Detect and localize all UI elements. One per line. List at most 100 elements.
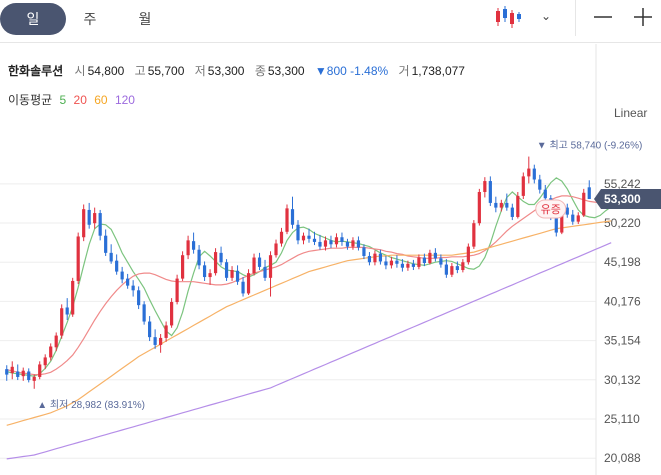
tab-monthly[interactable]: 월 (138, 11, 152, 27)
candle-body (93, 213, 97, 224)
low-label: 저 (194, 64, 206, 78)
candle-body (395, 260, 399, 264)
candle-body (521, 176, 525, 196)
candle-body (120, 271, 124, 280)
ma-20-legend: 20 (73, 93, 87, 107)
chevron-down-icon[interactable]: ⌄ (540, 9, 552, 23)
tab-weekly[interactable]: 주 (83, 11, 97, 27)
candle-body (329, 240, 333, 245)
candle-body (532, 168, 536, 180)
candle-body (98, 213, 102, 236)
candle-body (516, 195, 520, 217)
candle-body (301, 235, 306, 241)
candle-body (27, 371, 31, 381)
candle-body (54, 335, 58, 348)
candle-body (345, 241, 350, 247)
candle-body (10, 366, 14, 374)
y-tick-label: 20,088 (604, 451, 641, 465)
candle-body (499, 202, 503, 208)
candle-body (444, 264, 448, 275)
candle-body (241, 281, 245, 294)
toolbar-divider (575, 0, 576, 36)
candle-body (384, 261, 388, 266)
zoom-in-icon[interactable] (626, 0, 660, 36)
candle-body (543, 189, 547, 199)
candle-body (49, 346, 53, 358)
candle-body (466, 246, 470, 263)
ma-5-line (6, 177, 612, 377)
price-summary: 한화솔루션 시 54,800 고 55,700 저 53,300 종 53,300 ▼8… (8, 62, 472, 79)
candle-body (450, 266, 454, 275)
candle-body (538, 179, 542, 190)
candle-body (411, 263, 416, 267)
candle-body (246, 273, 251, 294)
candle-body (191, 241, 196, 250)
y-tick-label: 55,242 (604, 177, 641, 191)
candle-body (180, 255, 185, 279)
candle-body (362, 247, 366, 256)
candle-body (587, 187, 591, 200)
ma-60-legend: 60 (94, 93, 108, 107)
candle-body (142, 304, 146, 322)
ma-5-legend: 5 (59, 93, 67, 107)
moving-average-legend[interactable]: 이동평균 5 20 60 120 (8, 91, 139, 108)
candle-body (137, 290, 141, 306)
candle-body (268, 255, 273, 278)
high-label: 고 (134, 64, 146, 78)
candle-body (477, 191, 481, 224)
high-annotation: ▼ 최고 58,740 (-9.26%) (537, 140, 643, 152)
candle-body (274, 243, 278, 256)
candlestick-chart-type-icon[interactable] (492, 0, 522, 36)
candle-body (488, 181, 492, 203)
candle-body (323, 240, 328, 247)
candle-body (186, 240, 190, 256)
candle-body (71, 280, 75, 315)
candle-body (367, 255, 372, 263)
candle-body (378, 253, 383, 262)
candle-body (439, 258, 443, 265)
candle-body (582, 192, 586, 216)
candle-body (279, 231, 284, 244)
candle-body (351, 240, 355, 247)
candle-body (230, 270, 234, 278)
open-label: 시 (74, 64, 86, 78)
candle-body (290, 209, 295, 225)
tab-daily[interactable]: 일 (0, 3, 66, 35)
ma-20-line (6, 195, 612, 376)
candle-body (455, 266, 459, 271)
candle-body (422, 257, 426, 264)
candle-body (115, 260, 119, 272)
candle-body (307, 235, 311, 239)
candle-body (461, 262, 465, 271)
candle-body (170, 302, 174, 326)
candle-body (202, 265, 207, 278)
candle-body (554, 216, 558, 233)
candle-body (175, 278, 179, 303)
candle-body (483, 181, 487, 192)
candle-body (131, 285, 135, 291)
low-value: 53,300 (207, 64, 245, 78)
event-marker-label: 유증 (541, 203, 561, 216)
moving-average-label: 이동평균 (8, 93, 53, 107)
candle-body (296, 224, 300, 241)
candle-body (126, 278, 130, 286)
y-tick-label: 50,220 (604, 216, 641, 230)
candle-body (153, 337, 157, 345)
candle-body (76, 236, 80, 281)
change-value: ▼800 -1.48% (314, 64, 389, 78)
candle-body (235, 270, 240, 282)
candle-body (43, 357, 47, 366)
current-price-tag (594, 189, 661, 210)
scale-mode-toggle[interactable]: Linear (614, 106, 648, 120)
candle-body (197, 249, 201, 266)
zoom-out-icon[interactable] (586, 0, 620, 36)
close-value: 53,300 (267, 64, 305, 78)
ma-120-line (6, 242, 612, 460)
candle-body (219, 252, 223, 263)
candle-body (318, 241, 322, 247)
current-price-label: 53,300 (604, 192, 641, 206)
candle-body (263, 266, 267, 278)
candle-body (32, 376, 36, 381)
stock-name: 한화솔루션 (8, 64, 64, 78)
